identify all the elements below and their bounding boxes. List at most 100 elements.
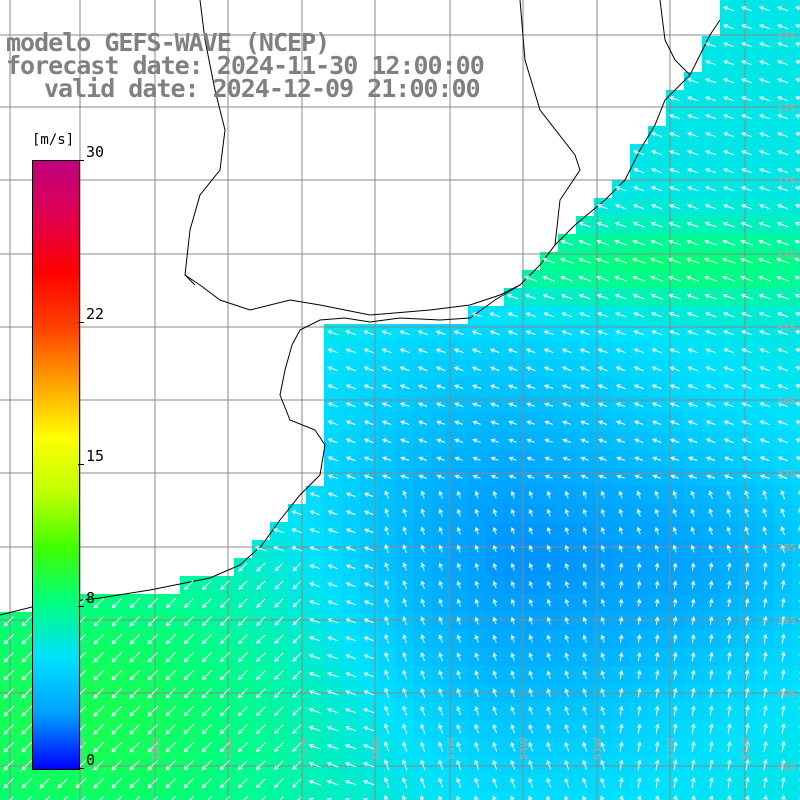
wind-arrow: [456, 777, 462, 788]
wind-arrow: [618, 651, 624, 662]
colorbar-tick: [78, 160, 84, 161]
wind-arrow: [745, 794, 750, 800]
wind-arrow: [81, 795, 87, 800]
wind-arrow: [708, 615, 714, 626]
wind-arrow: [687, 420, 698, 426]
longitude-label: 57W: [298, 737, 309, 760]
wind-arrow: [780, 507, 785, 518]
wind-arrow: [363, 672, 374, 678]
wind-cell: [792, 738, 800, 756]
wind-arrow: [93, 669, 105, 681]
wind-arrow: [402, 508, 407, 517]
wind-arrow: [201, 759, 213, 771]
wind-arrow: [345, 384, 356, 390]
wind-arrow: [721, 257, 736, 264]
wind-arrow: [722, 204, 735, 210]
wind-arrow: [687, 402, 698, 408]
wind-arrow: [472, 402, 482, 407]
wind-arrow: [507, 330, 518, 336]
wind-arrow: [673, 776, 678, 789]
colorbar-unit: [m/s]: [32, 132, 75, 148]
wind-arrow: [637, 777, 642, 788]
wind-arrow: [777, 42, 789, 48]
wind-arrow: [651, 384, 662, 390]
wind-arrow: [723, 150, 735, 156]
wind-arrow: [614, 221, 627, 228]
wind-arrow: [578, 257, 592, 264]
wind-arrow: [632, 239, 646, 246]
wind-arrow: [600, 670, 605, 680]
wind-arrow: [327, 546, 338, 552]
coastline: [184, 274, 521, 316]
wind-arrow: [3, 651, 15, 663]
wind-arrow: [709, 741, 714, 752]
wind-arrow: [402, 616, 407, 626]
wind-arrow: [704, 275, 718, 282]
wind-arrow: [546, 490, 552, 499]
wind-arrow: [381, 348, 392, 354]
wind-cell: [792, 90, 800, 108]
wind-arrow: [345, 510, 356, 516]
wind-arrow: [708, 508, 714, 517]
wind-arrow: [598, 420, 608, 425]
wind-arrow: [435, 366, 446, 372]
wind-arrow: [690, 651, 696, 662]
wind-arrow: [147, 759, 159, 771]
wind-arrow: [219, 760, 230, 771]
wind-arrow: [309, 492, 320, 498]
wind-arrow: [582, 508, 588, 517]
wind-arrow: [722, 293, 735, 300]
wind-arrow: [745, 758, 750, 771]
wind-arrow: [637, 795, 642, 800]
wind-cell: [72, 792, 90, 800]
wind-arrow: [685, 257, 700, 264]
wind-arrow: [165, 759, 177, 771]
grid-labels: 31S 32S 33S 34S 35S 36S 37S 38S 39S 40S 41S 60W 59W 5…: [76, 31, 796, 773]
wind-arrow: [238, 580, 248, 590]
wind-arrow: [309, 618, 321, 624]
wind-arrow: [652, 456, 662, 461]
wind-arrow: [763, 705, 768, 716]
wind-cell: [792, 162, 800, 180]
wind-arrow: [381, 402, 392, 408]
wind-cell: [792, 288, 800, 306]
wind-cell: [792, 0, 800, 18]
wind-arrow: [384, 597, 389, 608]
wind-arrow: [147, 651, 159, 663]
wind-arrow: [273, 760, 284, 771]
wind-cell: [540, 792, 558, 800]
wind-arrow: [384, 633, 390, 644]
wind-arrow: [636, 598, 642, 607]
wind-arrow: [542, 257, 556, 264]
wind-arrow: [543, 330, 554, 336]
longitude-label: 59W: [151, 737, 162, 760]
wind-arrow: [654, 562, 660, 571]
wind-arrow: [691, 759, 696, 770]
latitude-label: 34S: [777, 250, 796, 261]
wind-arrow: [687, 348, 698, 354]
wind-arrow: [474, 652, 479, 661]
wind-arrow: [189, 796, 194, 800]
wind-arrow: [690, 723, 696, 734]
wind-arrow: [618, 741, 624, 752]
wind-arrow: [727, 794, 732, 800]
longitude-label: 51W: [741, 737, 752, 760]
wind-arrow: [687, 366, 698, 372]
wind-arrow: [670, 474, 679, 479]
wind-arrow: [708, 687, 714, 698]
wind-arrow: [363, 636, 374, 642]
wind-arrow: [165, 741, 177, 753]
wind-arrow: [111, 598, 122, 609]
wind-arrow: [345, 366, 356, 372]
wind-arrow: [508, 402, 518, 407]
wind-arrow: [363, 348, 374, 354]
wind-cell: [792, 486, 800, 504]
wind-arrow: [636, 634, 642, 643]
wind-arrow: [651, 150, 663, 156]
wind-cell: [792, 630, 800, 648]
wind-arrow: [201, 741, 213, 753]
wind-arrow: [237, 616, 248, 627]
wind-arrow: [672, 723, 678, 734]
wind-arrow: [129, 723, 141, 735]
